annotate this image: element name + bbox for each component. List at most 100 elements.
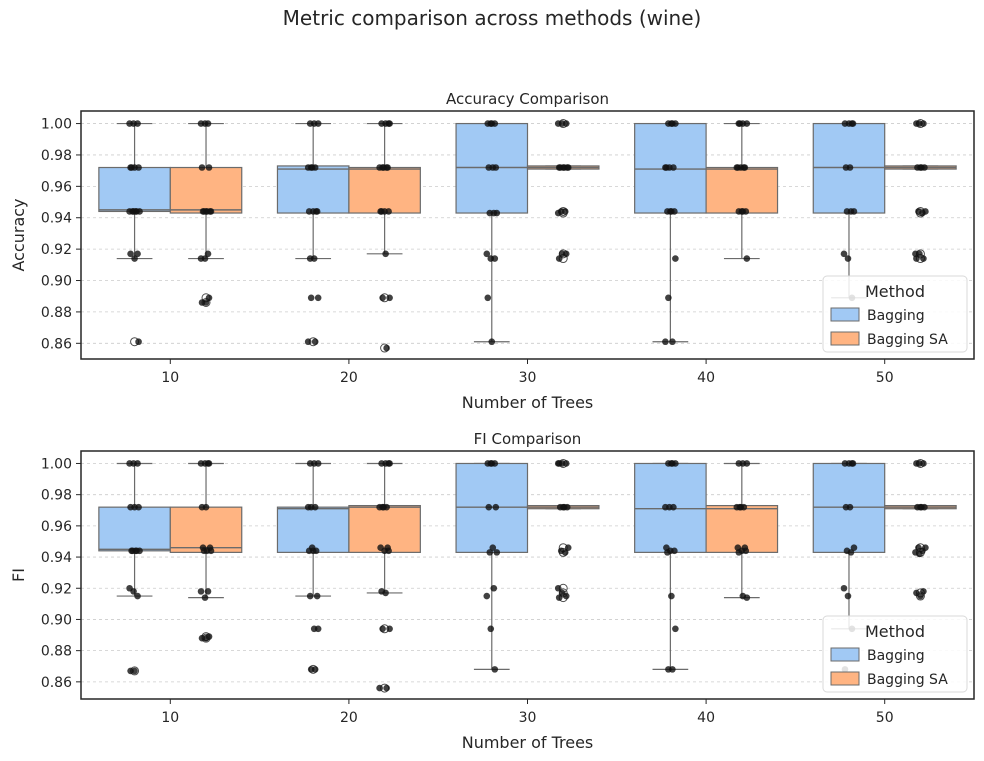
data-point	[564, 544, 572, 552]
box-bagging-20	[276, 122, 350, 347]
y-tick-label: 0.94	[41, 550, 72, 566]
x-tick-label: 10	[161, 710, 179, 726]
data-point	[743, 460, 751, 467]
data-point	[386, 120, 393, 127]
y-tick-label: 0.86	[41, 675, 72, 691]
data-point	[491, 666, 499, 673]
data-point	[134, 120, 141, 127]
y-tick-label: 0.90	[41, 274, 72, 290]
plot-frame	[80, 450, 975, 700]
data-point	[665, 294, 672, 302]
data-point	[913, 120, 920, 127]
legend-entry-label: Bagging	[867, 308, 925, 324]
data-point	[202, 299, 210, 306]
data-point	[376, 684, 383, 692]
data-point	[130, 208, 137, 215]
data-point	[564, 164, 572, 171]
plot-frame	[80, 110, 975, 360]
data-point	[664, 549, 671, 556]
data-point	[198, 164, 206, 171]
x-tick-label: 30	[519, 370, 537, 386]
panel-title: FI Comparison	[474, 430, 582, 448]
data-point	[850, 544, 858, 552]
data-point	[307, 294, 315, 302]
box-bagging-sa-10	[169, 122, 243, 307]
y-tick-label: 0.94	[41, 211, 72, 227]
data-point	[920, 588, 927, 595]
data-point	[380, 503, 387, 511]
data-point	[670, 503, 677, 511]
data-point	[205, 294, 213, 302]
data-point	[492, 503, 500, 511]
x-tick-label: 10	[161, 370, 179, 386]
box-bagging-30	[455, 122, 529, 343]
box-body	[705, 504, 779, 553]
data-point	[488, 120, 496, 127]
data-point	[490, 209, 498, 217]
legend-title: Method	[865, 622, 925, 641]
data-point	[741, 164, 749, 171]
box-bagging-50	[812, 462, 886, 630]
box-bagging-sa-50	[884, 458, 957, 601]
chart-panel-1: 0.86 0.88 0.90 0.92 0.94 0.96 0.98 1.00 10 20 30 40…	[9, 90, 975, 412]
data-point	[554, 209, 562, 217]
x-tick-label: 20	[340, 370, 358, 386]
data-point	[672, 255, 679, 262]
legend-entry-label: Bagging SA	[867, 672, 948, 688]
data-point	[310, 255, 318, 262]
legend: Method Bagging Bagging SA	[822, 615, 968, 693]
y-axis-label: Accuracy	[9, 198, 28, 271]
legend-swatch	[830, 307, 860, 322]
data-point	[493, 549, 501, 556]
data-point	[736, 120, 744, 127]
data-point	[313, 208, 321, 215]
box-bagging-sa-20	[348, 462, 421, 693]
box-bagging-10	[98, 462, 171, 676]
data-point	[484, 294, 492, 302]
data-point	[562, 460, 570, 467]
data-point	[847, 208, 855, 215]
data-point	[201, 120, 209, 127]
y-tick-label: 0.88	[41, 644, 72, 660]
data-point	[487, 625, 495, 633]
data-point	[742, 547, 750, 555]
data-point	[916, 550, 923, 558]
data-point	[378, 208, 385, 215]
data-point	[383, 344, 390, 352]
y-axis-label: FI	[9, 568, 28, 582]
box-body	[276, 165, 350, 214]
data-point	[555, 594, 563, 601]
data-point	[920, 460, 927, 467]
data-point	[920, 255, 927, 262]
y-tick-label: 1.00	[41, 456, 72, 472]
data-point	[669, 460, 676, 467]
data-point	[488, 338, 496, 346]
data-point	[489, 164, 497, 171]
legend-title: Method	[865, 282, 925, 301]
data-point	[669, 666, 676, 673]
y-tick-label: 0.98	[41, 488, 72, 504]
data-point	[486, 549, 494, 556]
data-point	[135, 338, 142, 346]
x-axis-label: Number of Trees	[462, 733, 594, 752]
data-point	[846, 503, 854, 511]
data-point	[562, 250, 570, 258]
y-tick-label: 0.96	[41, 519, 72, 535]
data-point	[739, 208, 747, 215]
data-point	[385, 208, 392, 215]
y-tick-label: 0.92	[41, 242, 72, 258]
data-point	[669, 338, 676, 346]
box-body	[705, 166, 779, 214]
data-point	[207, 208, 215, 215]
data-point	[130, 588, 137, 595]
data-point	[314, 460, 322, 467]
data-point	[202, 634, 210, 642]
data-point	[554, 584, 562, 592]
data-point	[483, 250, 491, 258]
data-point	[311, 666, 319, 673]
data-point	[562, 120, 570, 127]
data-point	[311, 503, 319, 511]
data-point	[840, 584, 848, 592]
data-point	[668, 592, 675, 600]
